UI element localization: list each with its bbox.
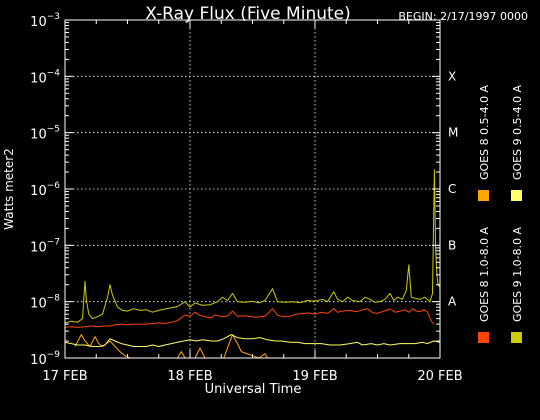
legend-label: GOES 8 1.0-8.0 A [478,226,491,322]
series-line [64,334,441,347]
flare-class-labels: A B C M X [448,69,458,308]
y-tick-label: 10−7 [30,237,60,255]
y-tick-label: 10−6 [30,181,60,199]
flare-class-label: A [448,295,457,309]
flare-class-label: M [448,126,458,140]
legend-swatch [511,190,522,201]
x-axis-ticks: 17 FEB 18 FEB 19 FEB 20 FEB [42,20,463,384]
y-tick-label: 10−4 [30,68,60,86]
legend-label: GOES 8 0.5-4.0 A [478,84,491,180]
flare-class-label: X [448,69,456,83]
y-tick-label: 10−5 [30,125,60,143]
y-tick-label: 10−9 [30,350,60,368]
legend-swatch [478,332,489,343]
flare-class-label: C [448,182,456,196]
x-tick-label: 18 FEB [167,369,212,384]
x-tick-label: 19 FEB [292,369,337,384]
series-line [64,308,435,328]
chart-title: X-Ray Flux (Five Minute) [145,4,351,24]
y-axis-ticks: 10−9 10−8 10−7 10−6 10−5 10−4 10−3 [30,12,440,368]
legend-label: GOES 9 0.5-4.0 A [511,84,524,180]
x-axis-label: Universal Time [205,382,302,397]
legend: GOES 8 1.0-8.0 A GOES 8 0.5-4.0 A GOES 9 1… [478,84,524,343]
series-line [64,169,441,324]
series-line [74,334,268,359]
x-tick-label: 17 FEB [42,369,87,384]
begin-label: BEGIN: 2/17/1997 0000 [398,10,528,23]
x-tick-label: 20 FEB [417,369,462,384]
legend-swatch [511,332,522,343]
legend-swatch [478,190,489,201]
legend-label: GOES 9 1.0-8.0 A [511,226,524,322]
flare-class-label: B [448,238,456,252]
series-layer [64,169,441,359]
y-axis-label: Watts meter2 [2,148,16,230]
y-tick-label: 10−3 [30,12,60,30]
y-tick-label: 10−8 [30,294,60,312]
